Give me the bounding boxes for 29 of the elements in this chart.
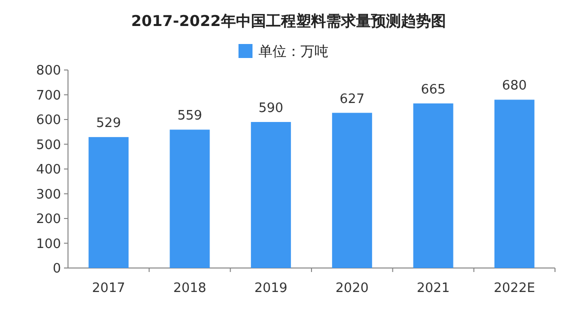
y-tick-label: 200 [36, 212, 61, 227]
x-tick-label: 2022E [494, 281, 536, 296]
bar [332, 112, 372, 268]
data-label: 529 [96, 116, 121, 132]
x-tick-label: 2021 [416, 281, 450, 296]
y-tick-label: 300 [36, 187, 61, 202]
y-tick-label: 600 [36, 113, 61, 128]
bar [494, 100, 534, 268]
legend-label: 单位：万吨 [258, 44, 328, 60]
x-tick-label: 2020 [336, 281, 369, 296]
x-tick-label: 2019 [254, 281, 288, 296]
y-tick-label: 400 [36, 162, 61, 178]
chart-title: 2017-2022年中国工程塑料需求量预测趋势图 [131, 12, 446, 30]
y-tick-label: 100 [36, 236, 61, 252]
data-label: 665 [420, 82, 446, 98]
y-tick-label: 500 [36, 138, 61, 153]
bar [88, 137, 129, 268]
bar [250, 122, 291, 268]
bar [413, 103, 454, 268]
data-label: 627 [340, 92, 364, 107]
bar [170, 130, 210, 268]
x-tick-label: 2018 [173, 281, 206, 296]
y-tick-label: 0 [52, 262, 61, 276]
x-tick-label: 2017 [92, 281, 126, 296]
data-label: 680 [502, 78, 527, 94]
data-label: 590 [258, 100, 284, 116]
y-tick-label: 800 [36, 64, 61, 78]
y-tick-label: 700 [36, 88, 61, 104]
data-label: 559 [177, 108, 202, 124]
